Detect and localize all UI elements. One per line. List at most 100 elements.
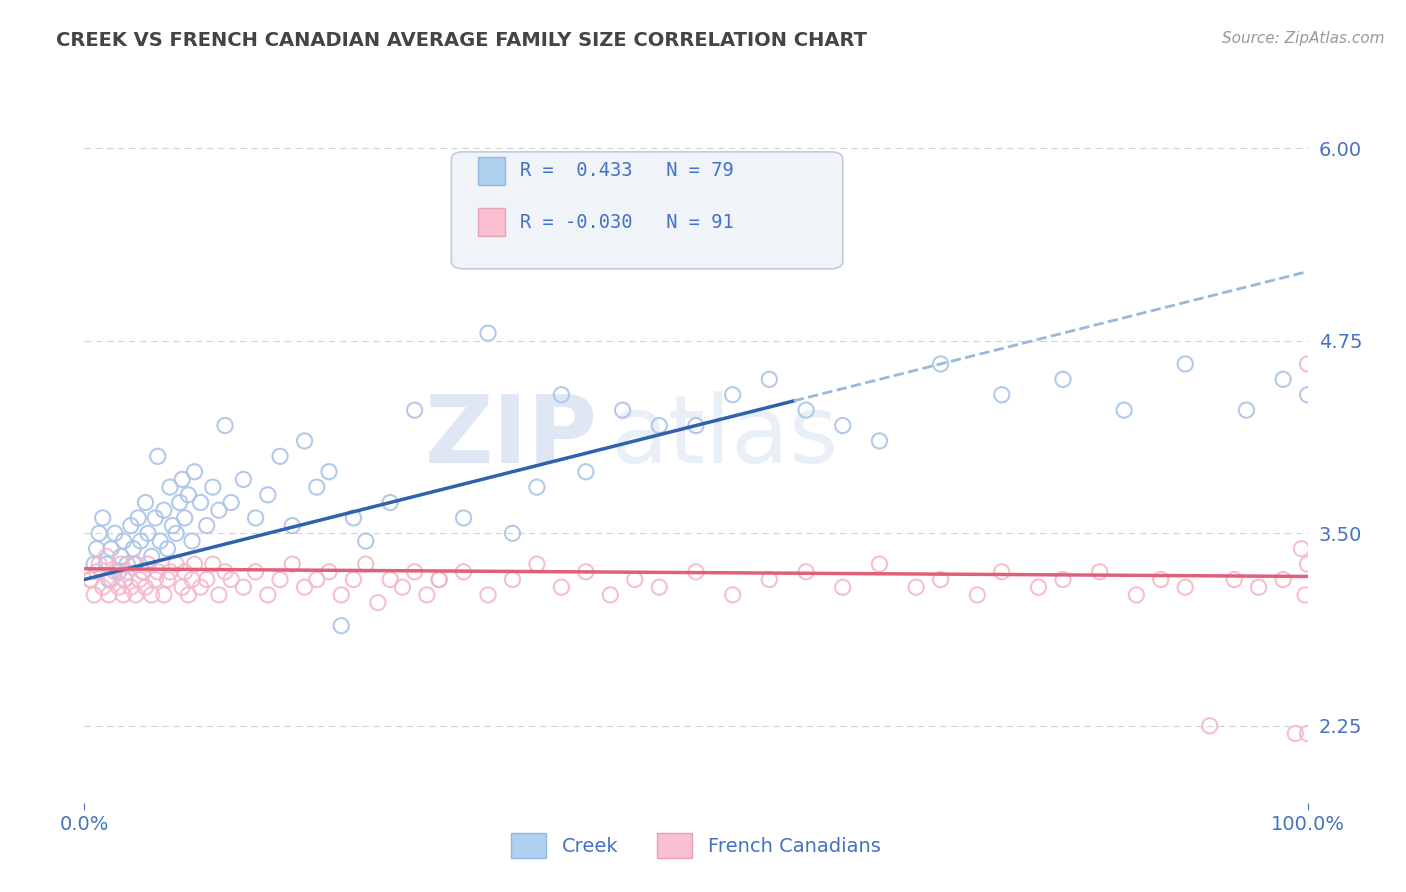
Point — [526, 480, 548, 494]
Point — [269, 573, 291, 587]
Point — [173, 511, 195, 525]
Point — [83, 557, 105, 571]
Point — [575, 565, 598, 579]
Point — [208, 503, 231, 517]
Point — [294, 580, 316, 594]
Point — [991, 388, 1014, 402]
Point — [143, 573, 166, 587]
Point — [195, 518, 218, 533]
Point — [201, 557, 224, 571]
Point — [120, 580, 142, 594]
Point — [794, 403, 817, 417]
Point — [125, 588, 148, 602]
Point — [869, 434, 891, 448]
Point — [330, 588, 353, 602]
Point — [159, 565, 181, 579]
Point — [502, 526, 524, 541]
Point — [169, 495, 191, 509]
Point — [100, 573, 122, 587]
Point — [104, 526, 127, 541]
Point — [1028, 580, 1050, 594]
Text: R =  0.433   N = 79: R = 0.433 N = 79 — [520, 161, 734, 180]
Point — [648, 580, 671, 594]
Point — [149, 534, 172, 549]
Point — [1150, 573, 1173, 587]
Point — [502, 573, 524, 587]
Point — [114, 573, 136, 587]
Point — [869, 557, 891, 571]
Point — [427, 573, 450, 587]
Point — [758, 372, 780, 386]
Point — [575, 465, 598, 479]
Point — [172, 580, 194, 594]
Point — [96, 549, 118, 564]
Point — [156, 573, 179, 587]
Point — [219, 495, 242, 509]
Point — [966, 588, 988, 602]
Point — [281, 557, 304, 571]
Point — [685, 418, 707, 433]
Point — [257, 588, 280, 602]
Point — [183, 557, 205, 571]
Point — [453, 565, 475, 579]
Point — [162, 518, 184, 533]
Point — [427, 573, 450, 587]
Point — [404, 565, 426, 579]
Point — [391, 580, 413, 594]
Legend: Creek, French Canadians: Creek, French Canadians — [503, 826, 889, 866]
Point — [477, 588, 499, 602]
Point — [110, 557, 132, 571]
Point — [305, 573, 328, 587]
Point — [201, 480, 224, 494]
Text: R = -0.030   N = 91: R = -0.030 N = 91 — [520, 212, 734, 232]
Point — [245, 511, 267, 525]
Point — [294, 434, 316, 448]
Point — [177, 588, 200, 602]
Point — [794, 565, 817, 579]
Point — [831, 418, 853, 433]
Point — [177, 488, 200, 502]
Point — [245, 565, 267, 579]
Point — [305, 480, 328, 494]
Point — [112, 588, 135, 602]
Point — [1296, 388, 1319, 402]
Point — [214, 418, 236, 433]
Point — [648, 418, 671, 433]
Point — [342, 511, 364, 525]
FancyBboxPatch shape — [478, 157, 505, 185]
Point — [79, 573, 101, 587]
Text: Source: ZipAtlas.com: Source: ZipAtlas.com — [1222, 31, 1385, 46]
Point — [190, 580, 212, 594]
Point — [214, 565, 236, 579]
Point — [929, 573, 952, 587]
Point — [91, 511, 114, 525]
Point — [181, 534, 204, 549]
Point — [1088, 565, 1111, 579]
Point — [86, 541, 108, 556]
Point — [165, 526, 187, 541]
Point — [195, 573, 218, 587]
Point — [165, 557, 187, 571]
Point — [87, 526, 110, 541]
Point — [120, 518, 142, 533]
Text: CREEK VS FRENCH CANADIAN AVERAGE FAMILY SIZE CORRELATION CHART: CREEK VS FRENCH CANADIAN AVERAGE FAMILY … — [56, 31, 868, 50]
Point — [929, 357, 952, 371]
Point — [599, 588, 621, 602]
Point — [232, 580, 254, 594]
Point — [153, 503, 176, 517]
Point — [1294, 588, 1316, 602]
Point — [112, 534, 135, 549]
Point — [115, 565, 138, 579]
Point — [367, 596, 389, 610]
Point — [136, 557, 159, 571]
Point — [87, 557, 110, 571]
Point — [1272, 573, 1295, 587]
Point — [318, 465, 340, 479]
Point — [135, 495, 157, 509]
Point — [1236, 403, 1258, 417]
Point — [143, 511, 166, 525]
Point — [146, 450, 169, 464]
Point — [453, 511, 475, 525]
Point — [1198, 719, 1220, 733]
Point — [79, 573, 101, 587]
